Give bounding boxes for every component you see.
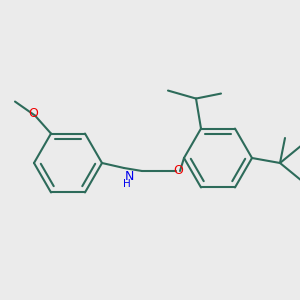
Text: O: O [173,164,183,178]
Text: N: N [125,170,134,184]
Text: O: O [28,107,38,120]
Text: H: H [123,179,131,189]
